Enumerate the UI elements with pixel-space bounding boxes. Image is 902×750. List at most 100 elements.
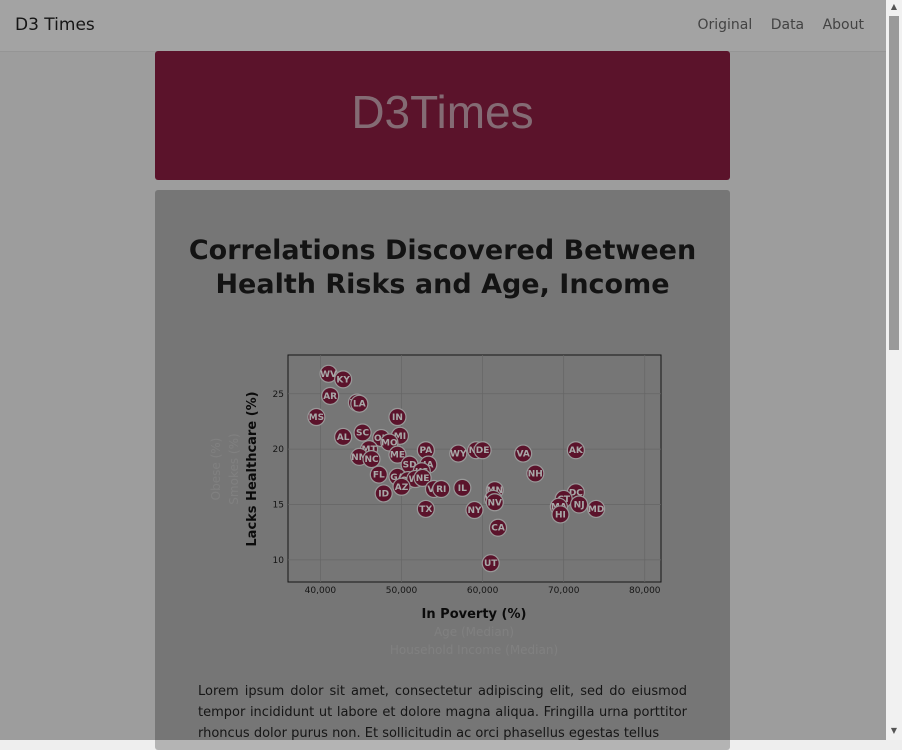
plot-area [287,354,662,583]
state-dot[interactable] [570,495,589,514]
brand-link[interactable]: D3 Times [15,15,95,35]
state-dot[interactable] [485,493,504,512]
state-marker-ne[interactable]: NE [413,468,432,488]
state-label: VA [516,450,529,460]
state-dot[interactable] [334,427,353,447]
state-marker-sc[interactable]: SC [353,423,372,442]
x-axis-label-poverty[interactable]: In Poverty (%) [422,607,527,622]
scroll-down-icon[interactable]: ▼ [890,726,898,735]
state-label: MI [394,432,406,442]
state-dot[interactable] [416,499,435,519]
state-marker-ri[interactable]: RI [432,479,451,499]
scroll-up-icon[interactable]: ▲ [890,2,898,11]
x-axis-label-income[interactable]: Household Income (Median) [390,643,558,657]
state-marker-id[interactable]: ID [374,484,393,503]
state-label: AL [337,433,350,443]
state-dot[interactable] [473,441,492,460]
y-axis-label-smokes[interactable]: Smokes (%) [227,433,241,504]
state-dot[interactable] [526,464,545,483]
state-marker-tx[interactable]: TX [416,499,435,519]
state-marker-fl[interactable]: FL [369,465,388,484]
state-dot[interactable] [392,477,411,496]
state-marker-ak[interactable]: AK [566,441,585,460]
state-dot[interactable] [334,370,353,389]
state-label: CA [491,524,505,534]
state-label: KY [336,375,350,385]
state-dot[interactable] [432,479,451,499]
state-dot[interactable] [488,518,508,537]
nav-links: Original Data About [683,17,864,33]
state-dot[interactable] [413,468,432,488]
state-marker-wv[interactable]: WV [319,364,338,383]
state-label: NH [528,469,543,479]
y-axis-label-obese[interactable]: Obese (%) [209,438,223,501]
state-marker-nv[interactable]: NV [485,493,504,512]
state-label: NV [488,498,503,508]
state-label: AZ [395,483,409,493]
state-marker-hi[interactable]: HI [551,505,570,524]
state-label: ID [378,489,389,499]
state-marker-al[interactable]: AL [334,427,353,447]
state-marker-nj[interactable]: NJ [570,495,589,514]
state-marker-de[interactable]: DE [473,441,492,460]
state-dot[interactable] [353,423,372,442]
state-label: NM [351,453,368,463]
state-label: GA [390,473,404,483]
nav-link-about[interactable]: About [822,17,864,33]
state-dot[interactable] [587,499,606,519]
y-tick-label: 15 [273,500,284,510]
scrollbar-thumb[interactable] [889,16,899,350]
axis-ticks: 40,000 50,000 60,000 70,000 80,000 10 15 20 25 [273,390,661,596]
state-marker-md[interactable]: MD [587,499,606,519]
state-marker-ky[interactable]: KY [334,370,353,389]
state-dot[interactable] [453,478,472,497]
state-dot[interactable] [449,444,468,463]
state-dot[interactable] [481,554,500,573]
state-marker-il[interactable]: IL [453,478,472,497]
state-dot[interactable] [362,449,381,469]
state-dot[interactable] [307,407,326,427]
page-scrollbar[interactable]: ▲ ▼ [886,0,902,740]
state-marker-ar[interactable]: AR [321,386,340,406]
nav-link-data[interactable]: Data [770,17,805,33]
state-dot[interactable] [321,386,340,406]
state-marker-va[interactable]: VA [514,444,533,463]
state-label: FL [373,471,385,481]
state-label: ME [390,451,405,461]
state-marker-nc[interactable]: NC [362,449,381,469]
state-label: NE [416,474,430,484]
y-tick-label: 25 [273,390,284,400]
state-dot[interactable] [514,444,533,463]
state-dot[interactable] [388,445,407,464]
state-marker-az[interactable]: AZ [392,477,411,496]
state-marker-me[interactable]: ME [388,445,407,464]
state-marker-ut[interactable]: UT [481,554,500,573]
state-label: RI [436,485,446,495]
state-marker-nh[interactable]: NH [526,464,545,483]
state-label: HI [555,510,566,520]
state-dot[interactable] [465,500,484,520]
y-tick-label: 10 [273,556,285,566]
headline-line-1: Correlations Discovered Between [188,235,697,266]
state-marker-ny[interactable]: NY [465,500,484,520]
state-dot[interactable] [566,441,585,460]
y-tick-label: 20 [273,445,285,455]
state-label: UT [484,559,498,569]
state-marker-in[interactable]: IN [388,407,407,427]
state-dot[interactable] [551,505,570,524]
state-marker-ms[interactable]: MS [307,407,326,427]
state-dot[interactable] [369,465,388,484]
state-label: MS [309,413,324,423]
nav-link-original[interactable]: Original [697,17,753,33]
state-marker-wy[interactable]: WY [449,444,468,463]
state-label: SD [403,461,417,471]
state-label: MT [362,445,378,455]
state-marker-ca[interactable]: CA [488,518,508,537]
x-axis-label-age[interactable]: Age (Median) [434,625,514,639]
state-marker-la[interactable]: LA [350,394,369,413]
state-dot[interactable] [350,394,369,413]
y-axis-label-healthcare[interactable]: Lacks Healthcare (%) [245,391,260,546]
state-dot[interactable] [374,484,393,503]
state-dot[interactable] [388,407,407,427]
